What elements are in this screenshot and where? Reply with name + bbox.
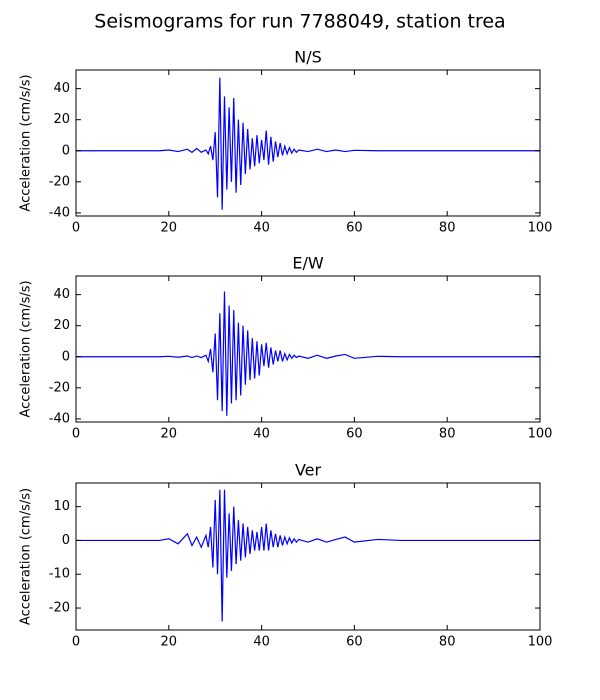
y-tick-label: -20	[49, 601, 70, 616]
y-tick-label: -40	[49, 205, 70, 220]
x-tick-label: 60	[346, 221, 363, 236]
y-tick-label: -10	[49, 567, 70, 582]
x-tick-label: 100	[528, 427, 553, 442]
y-tick-label: -40	[49, 411, 70, 426]
x-tick-label: 0	[72, 427, 80, 442]
x-tick-label: 20	[161, 221, 178, 236]
x-tick-label: 80	[439, 427, 456, 442]
y-tick-label: -20	[49, 174, 70, 189]
x-tick-label: 80	[439, 635, 456, 650]
y-tick-label: 0	[62, 349, 70, 364]
y-tick-label: 0	[62, 533, 70, 548]
x-tick-label: 100	[528, 635, 553, 650]
y-tick-label: 20	[53, 112, 70, 127]
axes-title: N/S	[294, 48, 322, 67]
axes-title: Ver	[295, 461, 322, 480]
x-tick-label: 80	[439, 221, 456, 236]
y-axis-label: Acceleration (cm/s/s)	[19, 74, 34, 211]
x-tick-label: 20	[161, 427, 178, 442]
seismogram-line	[76, 77, 540, 210]
y-tick-label: 20	[53, 318, 70, 333]
seismogram-line	[76, 291, 540, 416]
figure-title: Seismograms for run 7788049, station tre…	[94, 11, 505, 33]
x-tick-label: 0	[72, 221, 80, 236]
x-tick-label: 40	[253, 221, 270, 236]
axes-title: E/W	[292, 254, 324, 273]
y-axis-label: Acceleration (cm/s/s)	[19, 280, 34, 417]
axes-frame	[75, 275, 541, 423]
y-tick-label: 10	[53, 499, 70, 514]
x-tick-label: 20	[161, 635, 178, 650]
seismogram-line	[76, 489, 540, 622]
y-axis-label: Acceleration (cm/s/s)	[19, 488, 34, 625]
x-tick-label: 60	[346, 635, 363, 650]
y-tick-label: 0	[62, 143, 70, 158]
x-tick-label: 0	[72, 635, 80, 650]
x-tick-label: 40	[253, 427, 270, 442]
axes-frame	[75, 69, 541, 217]
y-tick-label: -20	[49, 380, 70, 395]
y-tick-label: 40	[53, 287, 70, 302]
x-tick-label: 100	[528, 221, 553, 236]
x-tick-label: 60	[346, 427, 363, 442]
x-tick-label: 40	[253, 635, 270, 650]
y-tick-label: 40	[53, 81, 70, 96]
axes-frame	[75, 482, 541, 631]
